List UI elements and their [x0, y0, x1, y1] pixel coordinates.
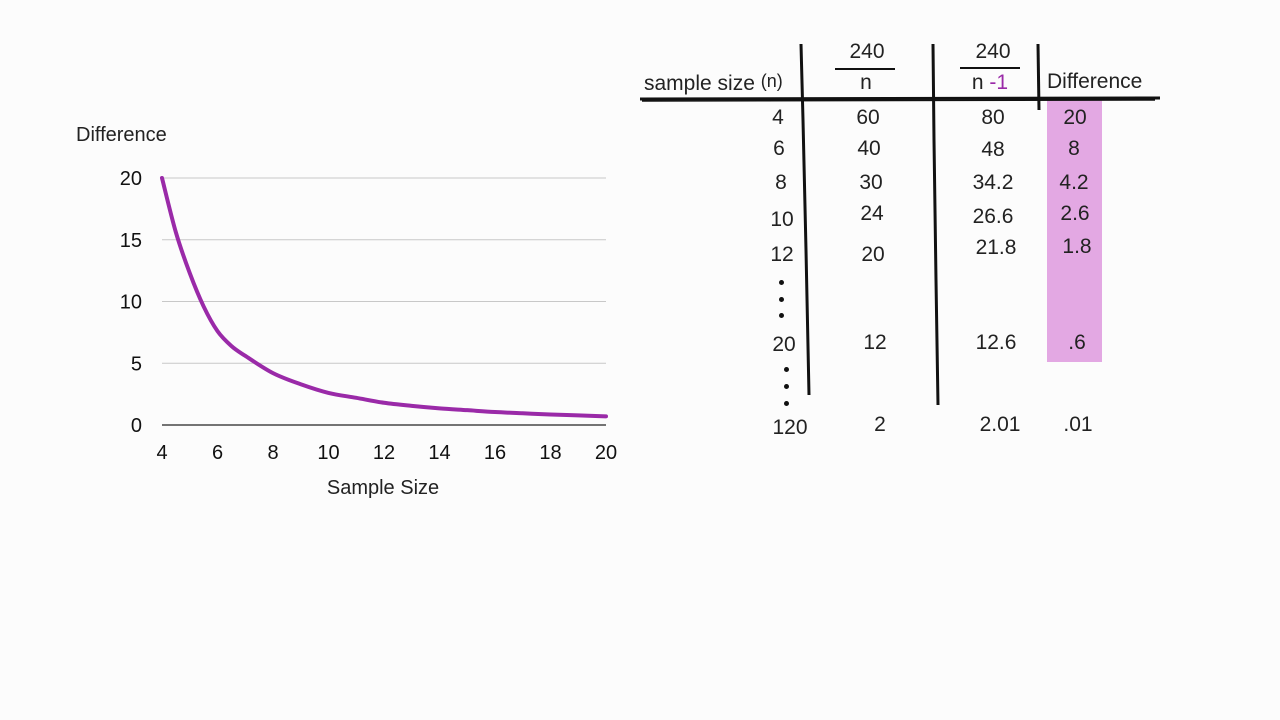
table-cell-240-over-n: 30 — [859, 171, 883, 194]
y-tick-label: 0 — [131, 415, 142, 437]
table-cell-240-over-n-minus-1: 34.2 — [972, 171, 1014, 194]
table-cell-sample-size: 12 — [770, 243, 794, 266]
table-cell-sample-size: 8 — [775, 171, 787, 194]
y-tick-label: 20 — [120, 168, 142, 190]
table-cell-240-over-n: 24 — [860, 202, 884, 225]
header-difference: Difference — [1047, 70, 1143, 93]
header-240-over-n-numerator: 240 — [849, 40, 885, 63]
ellipsis-dot — [784, 367, 789, 372]
ellipsis-dot — [779, 297, 784, 302]
table-cell-sample-size: 20 — [772, 333, 796, 356]
x-tick-label: 14 — [428, 442, 450, 464]
ellipsis-dot — [779, 313, 784, 318]
x-tick-label: 6 — [212, 442, 223, 464]
header-sample-size: sample size (n) — [644, 71, 783, 95]
table-cell-240-over-n: 12 — [863, 331, 887, 354]
ellipsis-dot — [779, 280, 784, 285]
table-cell-240-over-n: 20 — [861, 243, 885, 266]
header-240-over-n-denominator: n — [860, 71, 872, 94]
header-240-over-n-minus-1-numerator: 240 — [975, 40, 1011, 63]
table-cell-240-over-n-minus-1: 2.01 — [979, 413, 1021, 436]
table-cell-difference: .01 — [1063, 413, 1093, 436]
table-cell-difference: 8 — [1068, 137, 1080, 160]
table-cell-240-over-n-minus-1: 21.8 — [975, 236, 1017, 259]
difference-series-line — [160, 176, 608, 419]
table-cell-240-over-n: 60 — [856, 106, 880, 129]
table-cell-240-over-n-minus-1: 80 — [981, 106, 1005, 129]
difference-highlight — [1047, 100, 1102, 362]
table-cell-difference: 2.6 — [1060, 202, 1090, 225]
table-cell-sample-size: 10 — [770, 208, 794, 231]
x-tick-label: 20 — [595, 442, 617, 464]
ellipsis-dot — [784, 401, 789, 406]
table-cell-difference: 1.8 — [1062, 235, 1092, 258]
y-axis-label: Difference — [76, 124, 167, 146]
x-tick-label: 18 — [539, 442, 561, 464]
column-divider-2 — [931, 43, 940, 406]
y-tick-label: 15 — [120, 230, 142, 252]
table-cell-240-over-n: 2 — [874, 413, 886, 436]
y-tick-label: 5 — [131, 353, 142, 375]
table-cell-240-over-n-minus-1: 26.6 — [972, 205, 1014, 228]
header-rule — [639, 96, 1161, 101]
table-cell-sample-size: 120 — [772, 416, 808, 439]
x-tick-label: 4 — [156, 442, 167, 464]
x-axis-label: Sample Size — [327, 477, 439, 499]
fraction-bar-1 — [835, 68, 895, 70]
x-tick-label: 16 — [484, 442, 506, 464]
column-divider-3 — [1036, 43, 1041, 111]
y-tick-label: 10 — [120, 292, 142, 314]
table-cell-sample-size: 6 — [773, 137, 785, 160]
table-cell-240-over-n: 40 — [857, 137, 881, 160]
table-cell-sample-size: 4 — [772, 106, 784, 129]
table-cell-difference: 20 — [1063, 106, 1087, 129]
x-tick-label: 12 — [373, 442, 395, 464]
table-cell-240-over-n-minus-1: 48 — [981, 138, 1005, 161]
header-240-over-n-minus-1-denominator: n -1 — [971, 71, 1009, 94]
x-tick-label: 10 — [317, 442, 339, 464]
fraction-bar-2 — [960, 67, 1020, 69]
x-tick-label: 8 — [267, 442, 278, 464]
table-cell-difference: 4.2 — [1059, 171, 1089, 194]
table-cell-difference: .6 — [1068, 331, 1086, 354]
difference-line-chart: 0 5 10 15 20 4 6 8 10 12 14 16 18 20 Difference Sample … — [76, 124, 617, 499]
column-divider-1 — [799, 43, 811, 396]
ellipsis-dot — [784, 384, 789, 389]
table-cell-240-over-n-minus-1: 12.6 — [975, 331, 1017, 354]
